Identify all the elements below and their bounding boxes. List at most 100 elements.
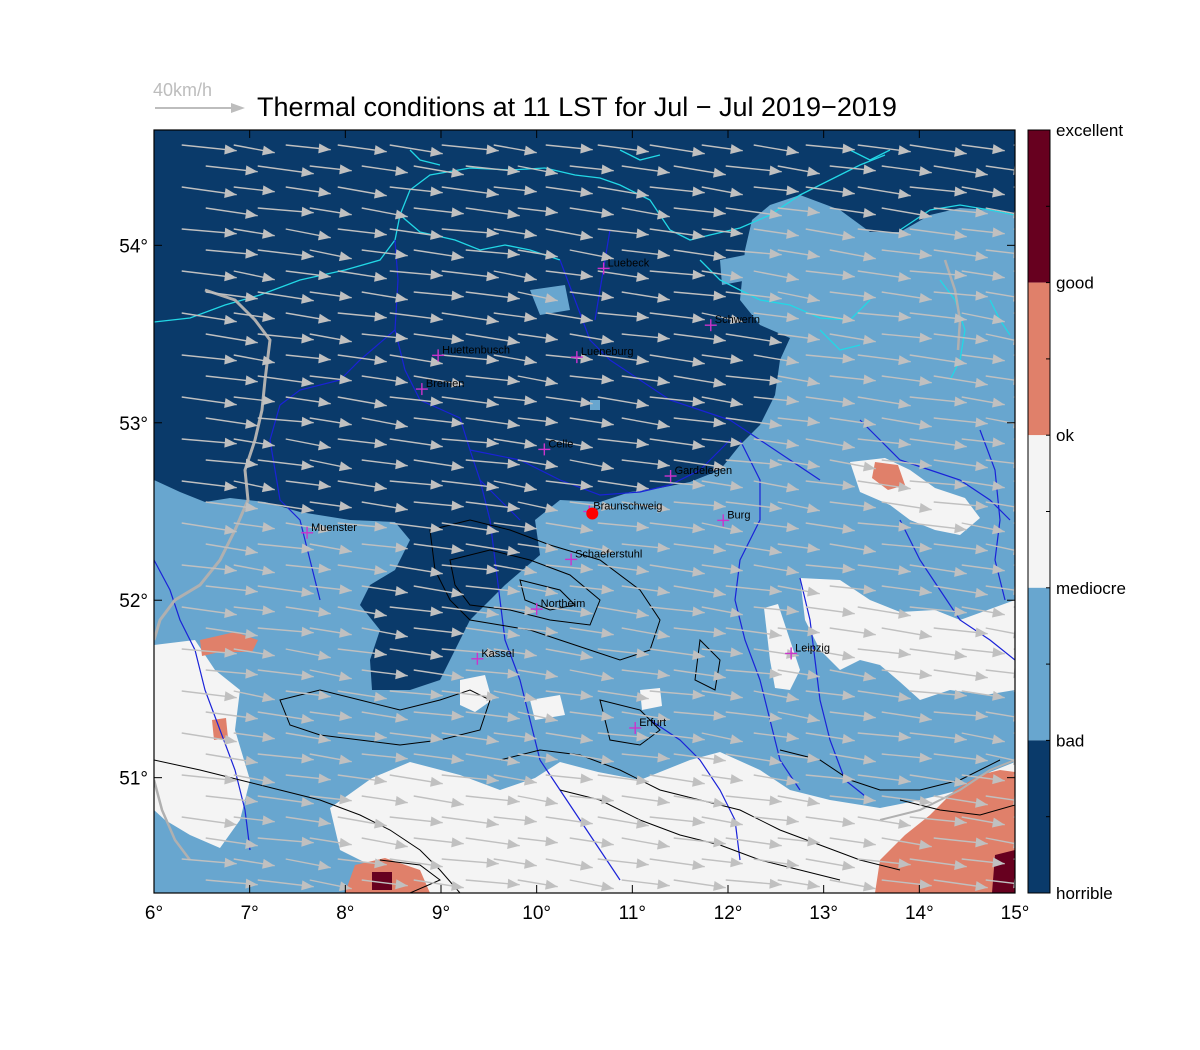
wind-arrow-head: [318, 773, 331, 784]
wind-arrow-head: [580, 523, 593, 534]
wind-arrow-head: [395, 752, 408, 763]
wind-arrow-head: [975, 587, 988, 598]
wind-arrow-head: [657, 419, 670, 430]
wind-arrow-head: [430, 650, 443, 660]
wind-arrow-head: [898, 818, 911, 829]
wind-arrow-head: [786, 228, 799, 239]
wind-arrow-head: [224, 564, 237, 575]
wind-arrow-head: [544, 586, 558, 597]
wind-arrow-head: [919, 419, 932, 430]
wind-arrow-head: [262, 438, 275, 449]
wind-arrow-head: [339, 207, 352, 218]
wind-arrow-head: [863, 164, 876, 175]
wind-arrow-head: [544, 796, 558, 807]
wind-arrow-head: [692, 650, 705, 660]
wind-arrow-head: [245, 248, 258, 259]
wind-arrow: [985, 417, 1015, 425]
wind-arrow-head: [486, 774, 499, 785]
wind-arrow: [985, 501, 1015, 508]
wind-arrow-head: [730, 774, 743, 785]
launch-site-marker: [586, 507, 599, 520]
wind-arrow-head: [451, 500, 464, 511]
wind-arrow-head: [713, 500, 726, 511]
wind-arrow-head: [769, 668, 782, 679]
zone-mediocre-south: [330, 752, 1015, 893]
wind-arrow-head: [730, 857, 743, 868]
wind-arrow: [985, 249, 1015, 255]
wind-arrow-head: [524, 228, 537, 239]
wind-arrow-head: [992, 607, 1005, 618]
x-tick-label: 14°: [905, 903, 934, 924]
wind-arrow-head: [261, 272, 275, 283]
wind-arrow-head: [730, 437, 743, 448]
wind-arrow-head: [395, 376, 408, 386]
wind-arrow-head: [338, 461, 352, 472]
wind-arrow-head: [451, 250, 464, 261]
wind-arrow-head: [430, 566, 443, 577]
wind-arrow-head: [580, 397, 593, 407]
x-tick-label: 10°: [522, 903, 551, 924]
wind-arrow-head: [394, 209, 408, 220]
wind-arrow-head: [898, 228, 911, 239]
wind-arrow-head: [507, 585, 520, 596]
wind-arrow-head: [863, 374, 876, 385]
wind-arrow-head: [545, 206, 558, 217]
wind-arrow-head: [862, 461, 876, 472]
wind-arrow-head: [451, 417, 464, 428]
zone-horrible: [154, 130, 1015, 690]
wind-arrow-head: [992, 397, 1005, 408]
wind-arrow-head: [262, 185, 275, 196]
wind-arrow-head: [580, 650, 593, 661]
wind-arrow-head: [729, 314, 743, 325]
wind-arrow-head: [954, 733, 967, 744]
wind-arrow: [985, 627, 1015, 635]
wind-arrow-head: [975, 461, 988, 471]
city-label: Burg: [727, 509, 750, 521]
wind-arrow-head: [992, 437, 1005, 448]
city-label: Huettenbusch: [442, 344, 510, 356]
wind-arrow-head: [919, 376, 932, 387]
city-markers: Luebeck Schwerin Huettenbusch Lueneburg Brem…: [301, 257, 830, 734]
wind-arrow-head: [863, 754, 876, 765]
wind-arrow-head: [729, 607, 743, 618]
wind-arrow-head: [580, 480, 593, 491]
wind-arrow-head: [785, 482, 799, 493]
wind-arrow-head: [339, 417, 352, 428]
wind-arrow-head: [713, 881, 726, 891]
wind-arrow-head: [395, 166, 408, 176]
wind-arrow-head: [992, 270, 1005, 281]
wind-arrow-head: [430, 396, 443, 407]
wind-arrow-head: [301, 206, 314, 217]
wind-arrow-head: [224, 354, 237, 365]
wind-arrow-head: [657, 376, 670, 387]
wind-arrow-head: [975, 207, 988, 218]
wind-arrow-head: [636, 481, 649, 492]
wind-arrow-head: [842, 523, 855, 534]
zone-mediocre-leipzig: [764, 604, 800, 690]
wind-arrow-head: [600, 671, 614, 682]
wind-arrow-head: [636, 311, 649, 322]
wind-arrow-head: [507, 668, 520, 679]
wind-arrow-head: [224, 398, 237, 408]
wind-arrow-head: [262, 522, 275, 533]
wind-arrow-head: [898, 355, 911, 366]
wind-arrow-head: [318, 606, 331, 617]
wind-arrow-head: [692, 396, 705, 407]
wind-arrow-head: [898, 648, 911, 659]
wind-arrow-head: [262, 605, 275, 616]
wind-arrow-head: [954, 186, 967, 197]
wind-arrow-head: [898, 565, 911, 576]
colorbar-label: horrible: [1056, 884, 1113, 903]
wind-arrow-head: [806, 503, 820, 514]
wind-arrow-head: [657, 209, 670, 220]
wind-arrow-head: [636, 355, 649, 366]
wind-arrow-head: [245, 165, 258, 176]
wind-arrow-head: [318, 816, 331, 827]
wind-arrow-head: [430, 146, 443, 157]
wind-arrow-head: [430, 816, 443, 827]
wind-arrow-head: [301, 293, 314, 304]
wind-arrow-head: [919, 292, 932, 303]
x-tick-label: 13°: [809, 903, 838, 924]
wind-arrow-head: [451, 460, 464, 471]
